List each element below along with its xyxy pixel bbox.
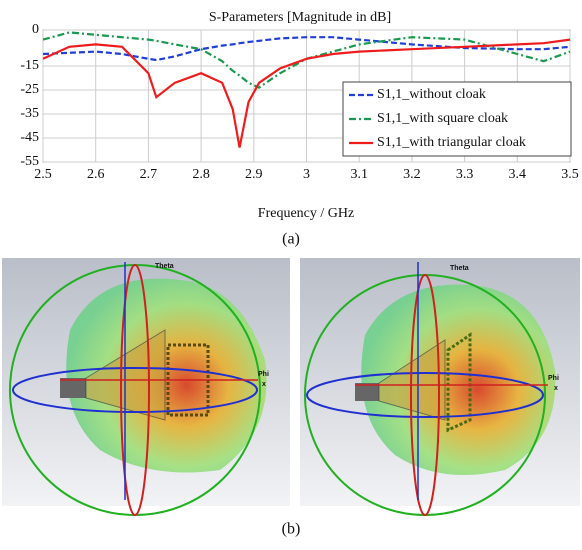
x-tick-label: 2.9 [245, 167, 263, 182]
axis-label: Theta [155, 263, 174, 270]
axis-label: Phi [258, 371, 269, 378]
legend [342, 81, 572, 157]
legend-label: S1,1_with triangular cloak [377, 135, 526, 150]
y-tick-label: -55 [20, 154, 39, 169]
x-tick-label: 2.7 [140, 167, 158, 182]
chart-title: S-Parameters [Magnitude in dB] [209, 10, 391, 25]
y-tick-label: -35 [20, 106, 39, 121]
panel-image [300, 258, 580, 516]
y-tick-label: -45 [20, 130, 39, 145]
axis-label: x [262, 381, 266, 388]
data-line [42, 38, 571, 148]
x-tick-label: 3.5 [561, 167, 579, 182]
x-axis-label: Frequency / GHz [258, 206, 354, 221]
data-line [42, 31, 571, 89]
panel-image [2, 258, 290, 516]
y-tick-label: -25 [20, 82, 39, 97]
data-line [42, 36, 571, 62]
legend-label: S1,1_with square cloak [377, 111, 508, 126]
axis-label: Phi [548, 375, 559, 382]
x-tick-label: 3.2 [403, 167, 421, 182]
x-tick-label: 3.3 [456, 167, 474, 182]
x-tick-label: 2.6 [87, 167, 105, 182]
axis-label: x [554, 385, 558, 392]
x-tick-label: 3.4 [509, 167, 527, 182]
axis-label: Theta [450, 265, 469, 272]
y-tick-label: 0 [32, 22, 39, 37]
x-tick-label: 3 [303, 167, 310, 182]
y-tick-label: -15 [20, 58, 39, 73]
x-tick-label: 2.8 [192, 167, 210, 182]
x-tick-label: 2.5 [34, 167, 52, 182]
legend-label: S1,1_without cloak [377, 87, 486, 102]
caption: (a) [282, 231, 300, 248]
x-tick-label: 3.1 [350, 167, 368, 182]
caption: (b) [282, 521, 301, 538]
